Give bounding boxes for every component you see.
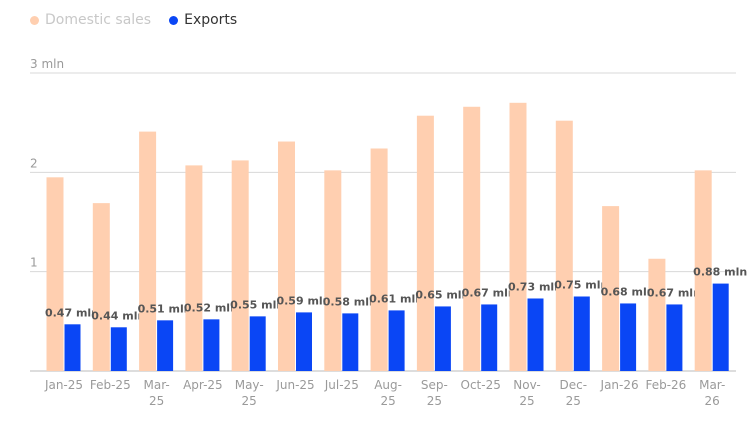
bar-domestic-10 <box>509 102 527 372</box>
legend-label-exports: Exports <box>184 12 238 28</box>
data-label-exports-5: 0.59 mln <box>276 294 330 307</box>
x-tick-label-13: Feb-26 <box>645 378 686 392</box>
bar-exports-1 <box>110 327 127 371</box>
x-tick-label-11: Dec-25 <box>560 378 588 408</box>
x-tick-label-9: Oct-25 <box>461 378 501 392</box>
bar-exports-0 <box>64 324 81 371</box>
bar-domestic-14 <box>694 170 712 371</box>
bar-exports-5 <box>296 312 312 371</box>
data-label-exports-11: 0.75 mln <box>554 279 608 292</box>
bar-domestic-2 <box>139 131 157 371</box>
bar-domestic-12 <box>602 206 620 371</box>
bar-exports-14 <box>712 283 729 371</box>
x-tick-label-4: May-25 <box>235 378 264 408</box>
data-label-exports-8: 0.65 mln <box>415 288 469 301</box>
data-label-exports-1: 0.44 mln <box>91 309 145 322</box>
data-label-exports-6: 0.58 mln <box>323 295 377 308</box>
data-label-exports-2: 0.51 mln <box>138 302 192 315</box>
bar-domestic-3 <box>185 165 203 371</box>
bar-exports-11 <box>573 296 590 371</box>
bar-domestic-13 <box>648 258 666 371</box>
x-tick-label-0: Jan-25 <box>44 378 83 392</box>
x-tick-label-5: Jun-25 <box>275 378 314 392</box>
x-tick-label-8: Sep-25 <box>421 378 448 408</box>
bar-domestic-8 <box>416 115 434 371</box>
legend-item-exports: Exports <box>169 12 237 28</box>
bar-exports-7 <box>388 310 405 371</box>
data-label-exports-13: 0.67 mln <box>647 286 701 299</box>
bar-domestic-6 <box>324 170 342 371</box>
legend-swatch-domestic <box>30 15 39 25</box>
y-tick-label-1: 2 <box>30 156 38 170</box>
bar-exports-4 <box>249 316 266 371</box>
x-tick-label-14: Mar-26 <box>699 378 725 408</box>
y-tick-label-0: 1 <box>30 256 38 270</box>
y-tick-label-2: 3 mln <box>30 57 64 71</box>
bar-domestic-0 <box>46 177 64 371</box>
data-label-exports-7: 0.61 mln <box>369 292 423 305</box>
x-tick-label-3: Apr-25 <box>183 378 223 392</box>
x-tick-label-7: Aug-25 <box>374 378 402 408</box>
x-tick-label-10: Nov-25 <box>513 378 540 408</box>
x-tick-label-6: Jul-25 <box>324 378 359 392</box>
legend-label-domestic: Domestic sales <box>45 12 152 28</box>
x-tick-label-12: Jan-26 <box>600 378 639 392</box>
bar-domestic-1 <box>92 203 110 371</box>
bar-exports-6 <box>342 313 359 371</box>
data-label-exports-0: 0.47 mln <box>45 306 99 319</box>
bar-exports-8 <box>434 306 451 371</box>
data-label-exports-10: 0.73 mln <box>508 280 562 293</box>
legend-item-domestic: Domestic sales <box>30 12 151 28</box>
data-label-exports-12: 0.68 mln <box>601 285 655 298</box>
x-tick-label-1: Feb-25 <box>90 378 131 392</box>
data-label-exports-14: 0.88 mln <box>693 266 747 279</box>
legend-swatch-exports <box>169 15 179 25</box>
bar-domestic-4 <box>231 160 249 371</box>
data-label-exports-4: 0.55 mln <box>230 298 284 311</box>
bar-domestic-9 <box>463 106 481 372</box>
bar-exports-12 <box>620 303 637 371</box>
bar-exports-3 <box>203 319 220 371</box>
bar-domestic-7 <box>370 148 388 371</box>
bar-exports-2 <box>157 320 174 371</box>
data-label-exports-3: 0.52 mln <box>184 301 238 314</box>
legend: Domestic sales Exports <box>30 12 237 28</box>
bar-domestic-5 <box>278 141 295 371</box>
x-tick-label-2: Mar-25 <box>143 378 169 408</box>
bar-exports-13 <box>666 304 683 371</box>
bar-exports-9 <box>481 304 498 371</box>
bar-domestic-11 <box>555 120 573 372</box>
data-label-exports-9: 0.67 mln <box>462 286 516 299</box>
bar-exports-10 <box>527 298 544 371</box>
